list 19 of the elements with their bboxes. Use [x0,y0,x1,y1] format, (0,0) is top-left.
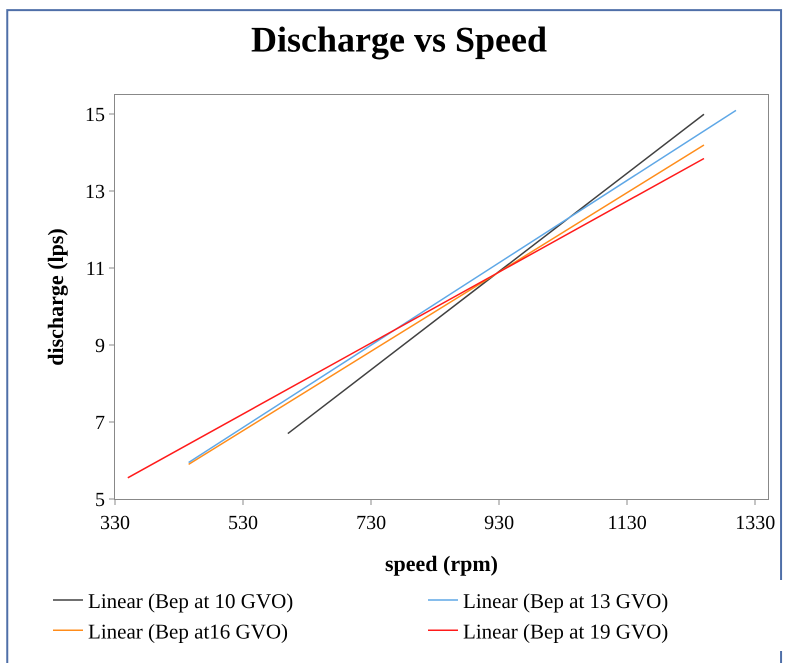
x-tick-label: 930 [484,512,514,534]
legend-label: Linear (Bep at 13 GVO) [463,589,668,614]
legend-label: Linear (Bep at 19 GVO) [463,619,668,644]
x-tick-label: 530 [228,512,258,534]
x-axis-title: speed (rpm) [384,550,498,576]
legend-label: Linear (Bep at 10 GVO) [88,589,294,614]
x-tick-label: 730 [356,512,386,534]
x-tick-label: 1130 [608,512,647,534]
y-tick-label: 15 [85,104,105,126]
y-axis-title: discharge (lps) [42,228,68,366]
x-tick-label: 330 [100,512,130,534]
x-tick-label: 1330 [735,512,776,534]
y-tick-label: 9 [95,335,105,358]
y-tick-label: 5 [95,489,105,511]
y-tick-label: 11 [86,258,105,280]
y-tick-label: 13 [85,181,105,204]
y-tick-label: 7 [95,412,105,434]
chart-title: Discharge vs Speed [251,20,547,60]
legend-label: Linear (Bep at16 GVO) [88,619,288,644]
